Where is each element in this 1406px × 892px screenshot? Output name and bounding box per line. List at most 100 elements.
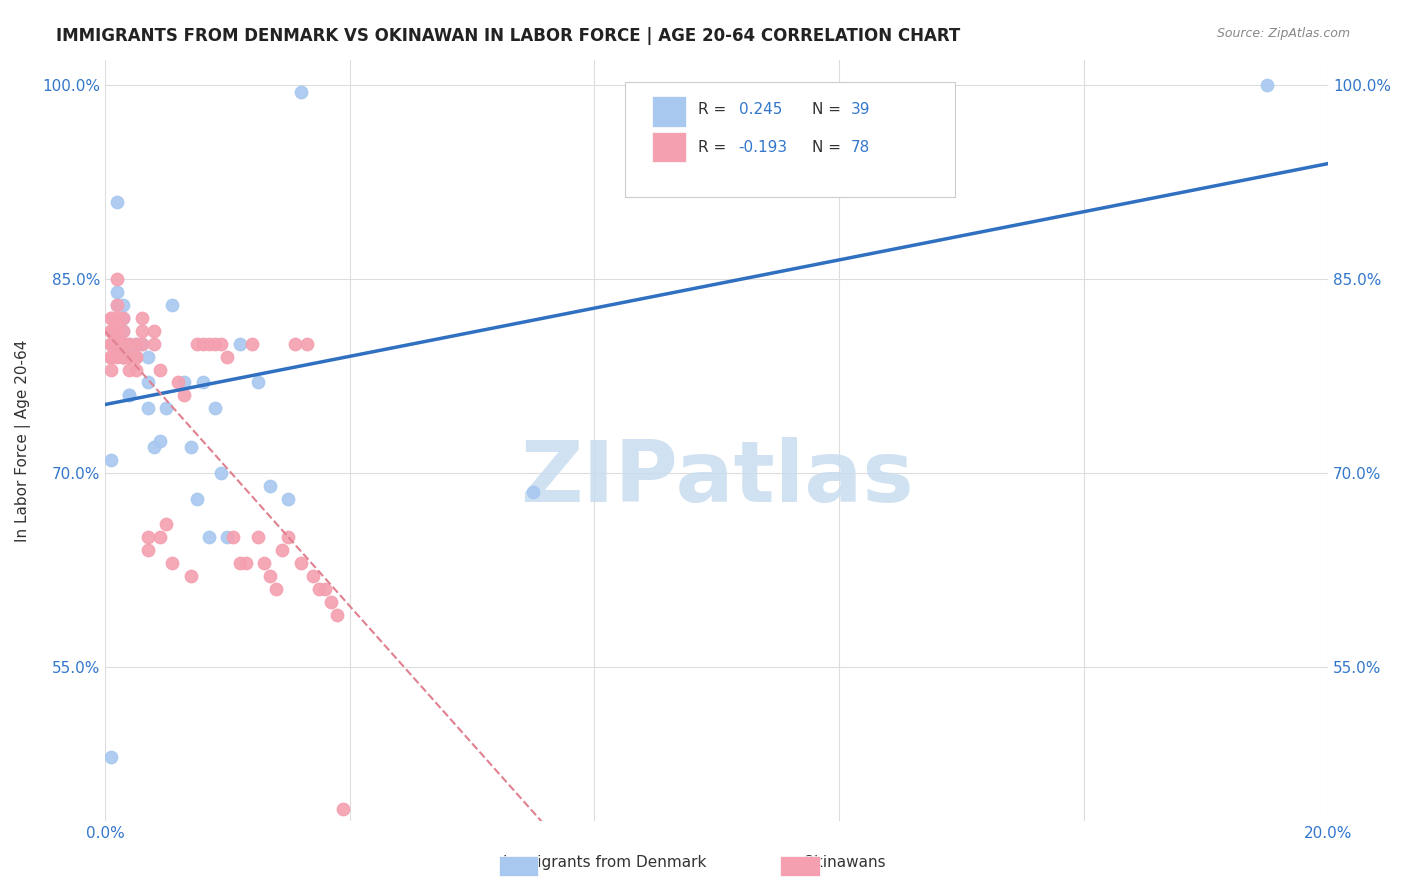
Point <box>222 530 245 544</box>
FancyBboxPatch shape <box>624 82 955 197</box>
Point <box>277 491 299 506</box>
Point <box>100 310 122 325</box>
Point <box>259 479 281 493</box>
Point <box>136 376 159 390</box>
Point <box>209 336 232 351</box>
Point <box>100 336 122 351</box>
Point <box>204 401 226 416</box>
Point <box>112 336 135 351</box>
Point <box>290 85 312 99</box>
Point <box>100 453 122 467</box>
Point <box>136 350 159 364</box>
Point <box>131 310 153 325</box>
Point <box>118 336 141 351</box>
Point <box>112 324 135 338</box>
Point <box>253 556 276 570</box>
Point <box>1256 78 1278 93</box>
Point <box>149 434 172 448</box>
Point <box>186 491 208 506</box>
Point <box>118 350 141 364</box>
Point <box>100 750 122 764</box>
Point <box>246 530 269 544</box>
Point <box>100 336 122 351</box>
Point <box>100 350 122 364</box>
Point <box>112 350 135 364</box>
Point <box>100 324 122 338</box>
Point <box>321 595 343 609</box>
Point <box>118 350 141 364</box>
Point <box>228 336 250 351</box>
Point <box>149 362 172 376</box>
Point <box>105 285 128 299</box>
Point <box>100 310 122 325</box>
Point <box>105 298 128 312</box>
Point <box>264 582 287 596</box>
Point <box>136 543 159 558</box>
Point <box>191 336 214 351</box>
Point <box>112 350 135 364</box>
Point <box>100 350 122 364</box>
FancyBboxPatch shape <box>652 96 686 127</box>
Point <box>209 466 232 480</box>
Point <box>235 556 257 570</box>
Point <box>173 388 195 402</box>
Point <box>100 336 122 351</box>
Text: Source: ZipAtlas.com: Source: ZipAtlas.com <box>1216 27 1350 40</box>
Point <box>124 336 146 351</box>
Point <box>105 324 128 338</box>
Point <box>118 388 141 402</box>
Point <box>173 376 195 390</box>
Point <box>198 530 221 544</box>
Point <box>124 350 146 364</box>
Point <box>136 401 159 416</box>
Text: Okinawans: Okinawans <box>801 855 886 870</box>
Point <box>112 350 135 364</box>
Point <box>180 440 202 454</box>
Point <box>105 336 128 351</box>
FancyBboxPatch shape <box>652 132 686 162</box>
Point <box>112 350 135 364</box>
Point <box>302 569 325 583</box>
Point <box>277 530 299 544</box>
Point <box>180 569 202 583</box>
Point <box>217 350 239 364</box>
Point <box>105 324 128 338</box>
Point <box>131 336 153 351</box>
Text: IMMIGRANTS FROM DENMARK VS OKINAWAN IN LABOR FORCE | AGE 20-64 CORRELATION CHART: IMMIGRANTS FROM DENMARK VS OKINAWAN IN L… <box>56 27 960 45</box>
Y-axis label: In Labor Force | Age 20-64: In Labor Force | Age 20-64 <box>15 339 31 541</box>
Point <box>149 530 172 544</box>
Point <box>259 569 281 583</box>
Text: Immigrants from Denmark: Immigrants from Denmark <box>503 855 706 870</box>
Point <box>198 336 221 351</box>
Point <box>142 440 165 454</box>
Point <box>167 376 190 390</box>
Point <box>100 350 122 364</box>
Point <box>105 194 128 209</box>
Point <box>112 298 135 312</box>
Point <box>118 388 141 402</box>
Point <box>100 324 122 338</box>
Point <box>118 336 141 351</box>
Point <box>142 324 165 338</box>
Point <box>105 343 128 358</box>
Point <box>118 362 141 376</box>
Point <box>228 556 250 570</box>
Point <box>522 485 544 500</box>
Text: 78: 78 <box>851 140 870 154</box>
Point <box>290 556 312 570</box>
Text: 39: 39 <box>851 102 870 117</box>
Point <box>186 336 208 351</box>
Point <box>100 350 122 364</box>
Point <box>124 350 146 364</box>
Point <box>112 310 135 325</box>
Text: R =: R = <box>699 102 731 117</box>
Point <box>136 530 159 544</box>
Point <box>155 401 177 416</box>
Text: N =: N = <box>811 140 846 154</box>
Point <box>105 298 128 312</box>
Point <box>105 272 128 286</box>
Point <box>124 336 146 351</box>
Point <box>112 310 135 325</box>
Text: -0.193: -0.193 <box>738 140 787 154</box>
Point <box>271 543 294 558</box>
